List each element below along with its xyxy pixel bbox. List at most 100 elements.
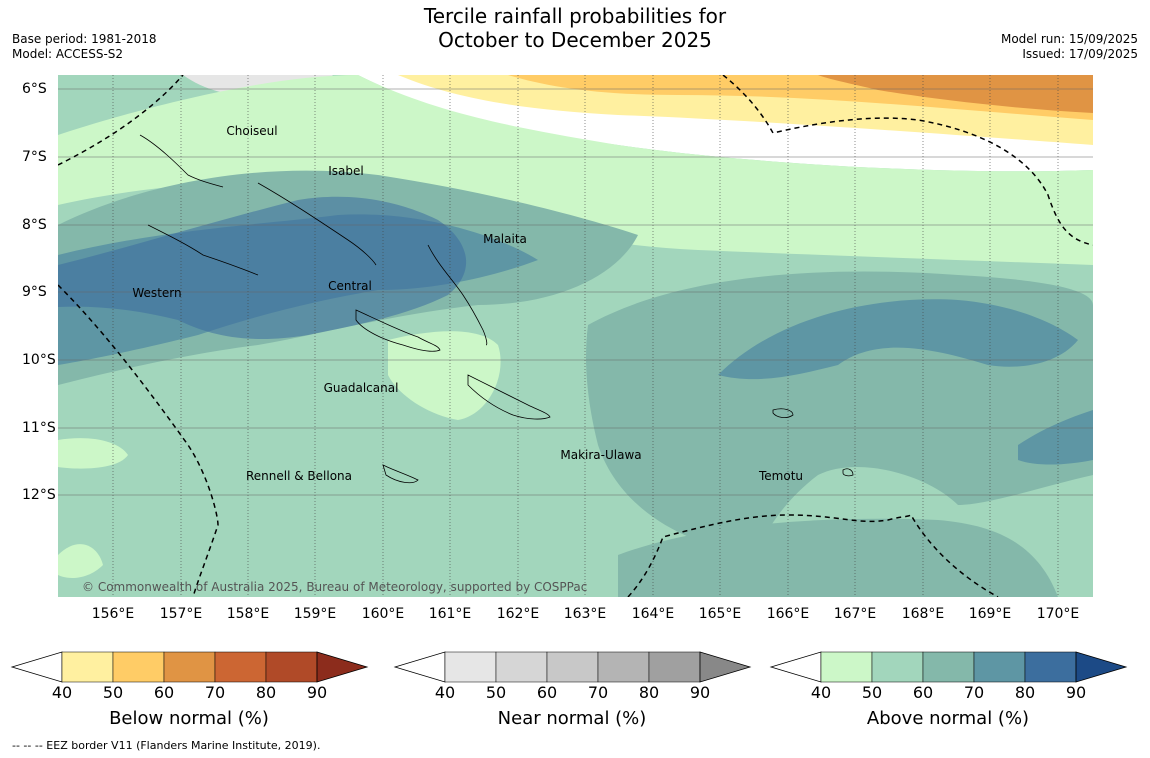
- above-normal-70-east: [718, 299, 1078, 380]
- colorbar-segment: [597, 651, 650, 683]
- above-normal-40-band: [58, 75, 1093, 265]
- latitude-lines: [58, 88, 1093, 496]
- lon-label: 164°E: [631, 606, 675, 622]
- lat-label: 10°S: [22, 352, 56, 368]
- colorbar-tick-label: 50: [102, 683, 124, 702]
- region-label-malaita: Malaita: [483, 232, 527, 246]
- colorbar-segment: [973, 651, 1026, 683]
- colorbar-arrow-high: [699, 651, 752, 683]
- eez-footnote: -- -- -- EEZ border V11 (Flanders Marine…: [12, 739, 321, 752]
- legend-title-near: Near normal (%): [497, 708, 647, 729]
- colorbar-tick-label: 90: [306, 683, 328, 702]
- coastlines: [139, 134, 854, 484]
- lat-label: 11°S: [22, 420, 56, 436]
- colorbar-segment: [871, 651, 924, 683]
- lon-label: 160°E: [361, 606, 405, 622]
- choiseul-coast: [139, 134, 224, 188]
- colorbar-segment: [495, 651, 548, 683]
- model-run: Model run: 15/09/2025: [1000, 32, 1138, 46]
- lon-label: 162°E: [496, 606, 540, 622]
- colorbar-segment: [112, 651, 165, 683]
- region-label-temotu: Temotu: [758, 469, 804, 483]
- above-normal-40-patch-guadalcanal: [388, 331, 501, 420]
- colorbar-tick-label: 40: [51, 683, 73, 702]
- colorbar-tick-label: 60: [536, 683, 558, 702]
- colorbar-tick-label: 50: [485, 683, 507, 702]
- colorbar-segment: [648, 651, 701, 683]
- colorbar-segment: [163, 651, 216, 683]
- colorbar-arrow-high: [316, 651, 369, 683]
- colorbar-arrow-high: [1075, 651, 1128, 683]
- map-title: Tercile rainfall probabilities for Octob…: [0, 4, 1150, 52]
- above-normal-70-far-east: [1018, 410, 1093, 465]
- colorbar-arrow-low: [10, 651, 63, 683]
- colorbar-segment: [820, 651, 873, 683]
- above-normal-80-core: [58, 196, 467, 340]
- lat-label: 9°S: [22, 284, 47, 300]
- below-normal-70-band: [818, 75, 1093, 113]
- title-line-1: Tercile rainfall probabilities for: [423, 4, 727, 28]
- above-normal-40-patch-west: [58, 438, 128, 469]
- issued-date: Issued: 17/09/2025: [1022, 47, 1138, 61]
- lon-label: 165°E: [698, 606, 742, 622]
- malaita-coast: [427, 244, 488, 346]
- colorbar-segment: [1024, 651, 1077, 683]
- guadalcanal-coast: [355, 309, 441, 352]
- lon-label: 157°E: [159, 606, 203, 622]
- region-label-central: Central: [328, 279, 372, 293]
- legend-title-above: Above normal (%): [866, 708, 1030, 729]
- region-label-guadalcanal: Guadalcanal: [323, 381, 399, 395]
- base-period: Base period: 1981-2018: [12, 32, 157, 46]
- meta-left: Base period: 1981-2018 Model: ACCESS-S2: [12, 32, 157, 62]
- colorbar-arrow-low: [393, 651, 446, 683]
- colorbar-segment: [214, 651, 267, 683]
- colorbar-segment: [546, 651, 599, 683]
- rennell-coast: [382, 464, 419, 484]
- colorbar-tick-label: 40: [434, 683, 456, 702]
- lon-label: 170°E: [1036, 606, 1080, 622]
- colorbar-tick-label: 80: [255, 683, 277, 702]
- lat-label: 7°S: [22, 149, 47, 165]
- meta-right: Model run: 15/09/2025 Issued: 17/09/2025: [1001, 32, 1138, 62]
- colorbar-tick-label: 90: [689, 683, 711, 702]
- map-canvas: [58, 75, 1093, 597]
- colorbar-tick-label: 80: [1014, 683, 1036, 702]
- region-label-western: Western: [132, 286, 182, 300]
- copyright-notice: © Commonwealth of Australia 2025, Bureau…: [82, 580, 588, 594]
- region-label-choiseul: Choiseul: [226, 124, 278, 138]
- title-line-2: October to December 2025: [438, 28, 712, 52]
- region-label-rennell-bellona: Rennell & Bellona: [245, 469, 353, 483]
- lat-label: 8°S: [22, 217, 47, 233]
- lon-label: 169°E: [968, 606, 1012, 622]
- region-label-makira-ulawa: Makira-Ulawa: [560, 448, 642, 462]
- colorbar-tick-label: 70: [587, 683, 609, 702]
- colorbar-arrow-low: [769, 651, 822, 683]
- colorbar-tick-label: 60: [153, 683, 175, 702]
- colorbar-tick-label: 40: [810, 683, 832, 702]
- legend-title-below: Below normal (%): [109, 708, 269, 729]
- probability-map: [58, 75, 1093, 597]
- colorbar-segment: [922, 651, 975, 683]
- above-normal-60-south: [618, 518, 1058, 597]
- colorbar-tick-label: 70: [963, 683, 985, 702]
- temotu-coast-2: [842, 468, 854, 477]
- western-coast: [147, 224, 259, 276]
- colorbar-tick-label: 60: [912, 683, 934, 702]
- lon-label: 161°E: [428, 606, 472, 622]
- colorbar-tick-label: 70: [204, 683, 226, 702]
- legend-colorbars: [10, 651, 1128, 683]
- colorbar-tick-label: 90: [1065, 683, 1087, 702]
- lon-label: 166°E: [766, 606, 810, 622]
- graticule: [112, 75, 1059, 597]
- temotu-coast: [772, 408, 794, 419]
- lat-label: 12°S: [22, 487, 56, 503]
- above-normal-40-patch-sw: [58, 544, 103, 578]
- colorbar-segment: [444, 651, 497, 683]
- lon-label: 167°E: [833, 606, 877, 622]
- eez-border: [58, 75, 1093, 597]
- lat-label: 6°S: [22, 81, 47, 97]
- region-label-isabel: Isabel: [328, 164, 364, 178]
- isabel-coast: [257, 182, 377, 266]
- colorbar-tick-label: 80: [638, 683, 660, 702]
- lon-label: 158°E: [226, 606, 270, 622]
